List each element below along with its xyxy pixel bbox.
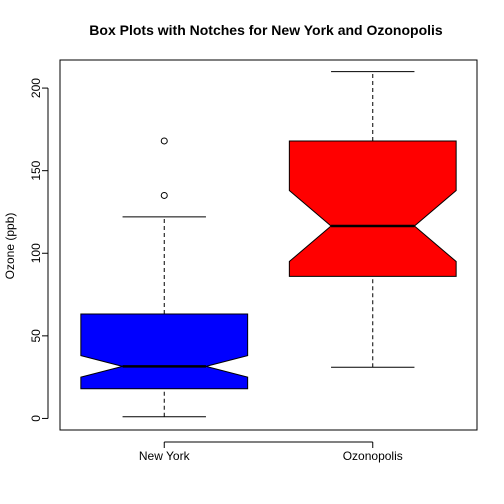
- notched-box: [289, 141, 456, 276]
- outlier-point: [161, 192, 167, 198]
- x-tick-label: Ozonopolis: [343, 449, 403, 463]
- y-axis-label: Ozone (ppb): [3, 213, 17, 280]
- y-tick-label: 50: [29, 329, 43, 343]
- y-tick-label: 150: [29, 160, 43, 180]
- chart-title: Box Plots with Notches for New York and …: [89, 22, 443, 38]
- x-tick-label: New York: [139, 449, 191, 463]
- y-tick-label: 100: [29, 243, 43, 263]
- y-tick-label: 200: [29, 78, 43, 98]
- plot-area: 0 50 100 150 200 New York Ozonopolis: [29, 72, 456, 464]
- y-tick-label: 0: [29, 415, 43, 422]
- outlier-point: [161, 138, 167, 144]
- notched-box: [81, 314, 248, 389]
